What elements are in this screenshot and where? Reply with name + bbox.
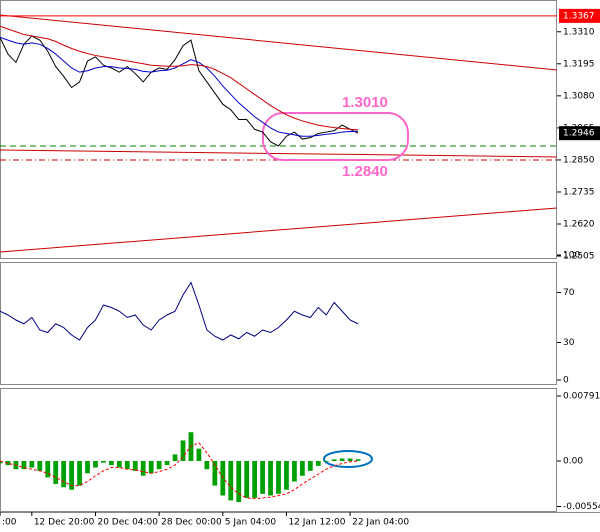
x-tick-label: 22 Jan 04:00 xyxy=(352,518,409,528)
histogram-bar xyxy=(252,460,258,498)
histogram-bar xyxy=(132,460,138,471)
histogram-bar xyxy=(180,440,186,461)
y-tick-label: 1.3310 xyxy=(563,27,595,37)
y-tick-label: 1.3080 xyxy=(563,91,595,101)
x-tick-label: 5 Jan 04:00 xyxy=(225,518,277,528)
highlight-box xyxy=(262,112,409,161)
histogram-bar xyxy=(148,460,154,474)
histogram-bar xyxy=(276,460,281,494)
histogram-bar xyxy=(307,460,313,471)
x-tick-label: 12 Dec 20:00 xyxy=(34,518,95,528)
y-tick-label: -0.00554 xyxy=(563,502,600,512)
macd-pane xyxy=(0,388,557,512)
histogram-bar xyxy=(109,460,114,466)
histogram-bar xyxy=(220,460,226,496)
y-tick-label: 0.00 xyxy=(563,456,583,466)
price-label-box xyxy=(559,126,600,141)
histogram-bar xyxy=(124,460,130,470)
histogram-bar xyxy=(45,460,51,478)
price-label-box xyxy=(559,8,600,23)
annotation: 1.2840 xyxy=(342,163,388,180)
histogram-bar xyxy=(260,460,265,494)
histogram-bar xyxy=(292,460,297,482)
histogram-bar xyxy=(61,460,67,488)
y-tick-label: 1.2735 xyxy=(563,187,595,197)
x-tick-label: 12 Jan 12:00 xyxy=(288,518,345,528)
histogram-bar xyxy=(93,460,98,468)
histogram-bar xyxy=(196,448,202,461)
histogram-bar xyxy=(323,460,329,462)
price-label: 1.2946 xyxy=(563,129,595,139)
series-line xyxy=(0,25,359,131)
y-tick-label: 1.2850 xyxy=(563,155,595,165)
x-tick-label: 20 Dec 04:00 xyxy=(97,518,158,528)
trendline xyxy=(0,207,558,253)
histogram-bar xyxy=(156,460,162,470)
annotation: 1.3010 xyxy=(342,94,388,111)
histogram-bar xyxy=(69,460,75,490)
highlight-ellipse xyxy=(323,450,373,468)
y-tick-label: 1.2505 xyxy=(563,252,595,262)
histogram-bar xyxy=(212,460,218,486)
histogram-bar xyxy=(53,460,59,484)
y-tick-label: 1.3195 xyxy=(563,59,595,69)
y-tick-label: 0.00791 xyxy=(563,391,600,401)
x-tick-label: :00 xyxy=(2,518,17,528)
y-tick-label: 100 xyxy=(563,251,580,261)
main-pane xyxy=(0,0,557,259)
plot: 1.33101.31951.30801.29651.28501.27351.26… xyxy=(0,8,600,528)
histogram-bar xyxy=(5,460,11,466)
histogram-bar xyxy=(331,459,337,461)
histogram-bar xyxy=(236,460,242,503)
y-tick-label: 70 xyxy=(563,288,575,298)
histogram-bar xyxy=(284,460,289,490)
histogram-bar xyxy=(228,460,234,501)
histogram-bar xyxy=(0,460,3,464)
histogram-bar xyxy=(29,460,35,468)
histogram-bar xyxy=(77,460,82,486)
y-tick-label: 30 xyxy=(563,338,575,348)
histogram-bar xyxy=(172,454,178,461)
rsi-pane xyxy=(0,262,557,385)
histogram-bar xyxy=(268,460,273,496)
histogram-bar xyxy=(140,460,146,476)
histogram-bar xyxy=(101,460,106,463)
x-tick-label: 28 Dec 00:00 xyxy=(161,518,222,528)
trendline xyxy=(0,14,558,71)
histogram-bar xyxy=(204,460,210,470)
y-tick-label: 0 xyxy=(563,376,569,386)
series-line xyxy=(0,442,359,500)
histogram-bar xyxy=(21,460,27,470)
trendline xyxy=(0,149,558,158)
histogram-bar xyxy=(85,460,90,474)
price-label: 1.3367 xyxy=(563,11,595,21)
histogram-bar xyxy=(116,460,122,468)
series-line xyxy=(0,281,359,341)
histogram-bar xyxy=(315,460,321,466)
histogram-bar xyxy=(164,460,170,466)
histogram-bar xyxy=(244,460,250,498)
histogram-bar xyxy=(37,460,43,471)
histogram-bar xyxy=(355,459,361,461)
histogram-bar xyxy=(299,460,305,476)
histogram-bar xyxy=(347,458,353,461)
histogram-bar xyxy=(339,458,345,461)
y-tick-label: 1.2620 xyxy=(563,220,595,230)
